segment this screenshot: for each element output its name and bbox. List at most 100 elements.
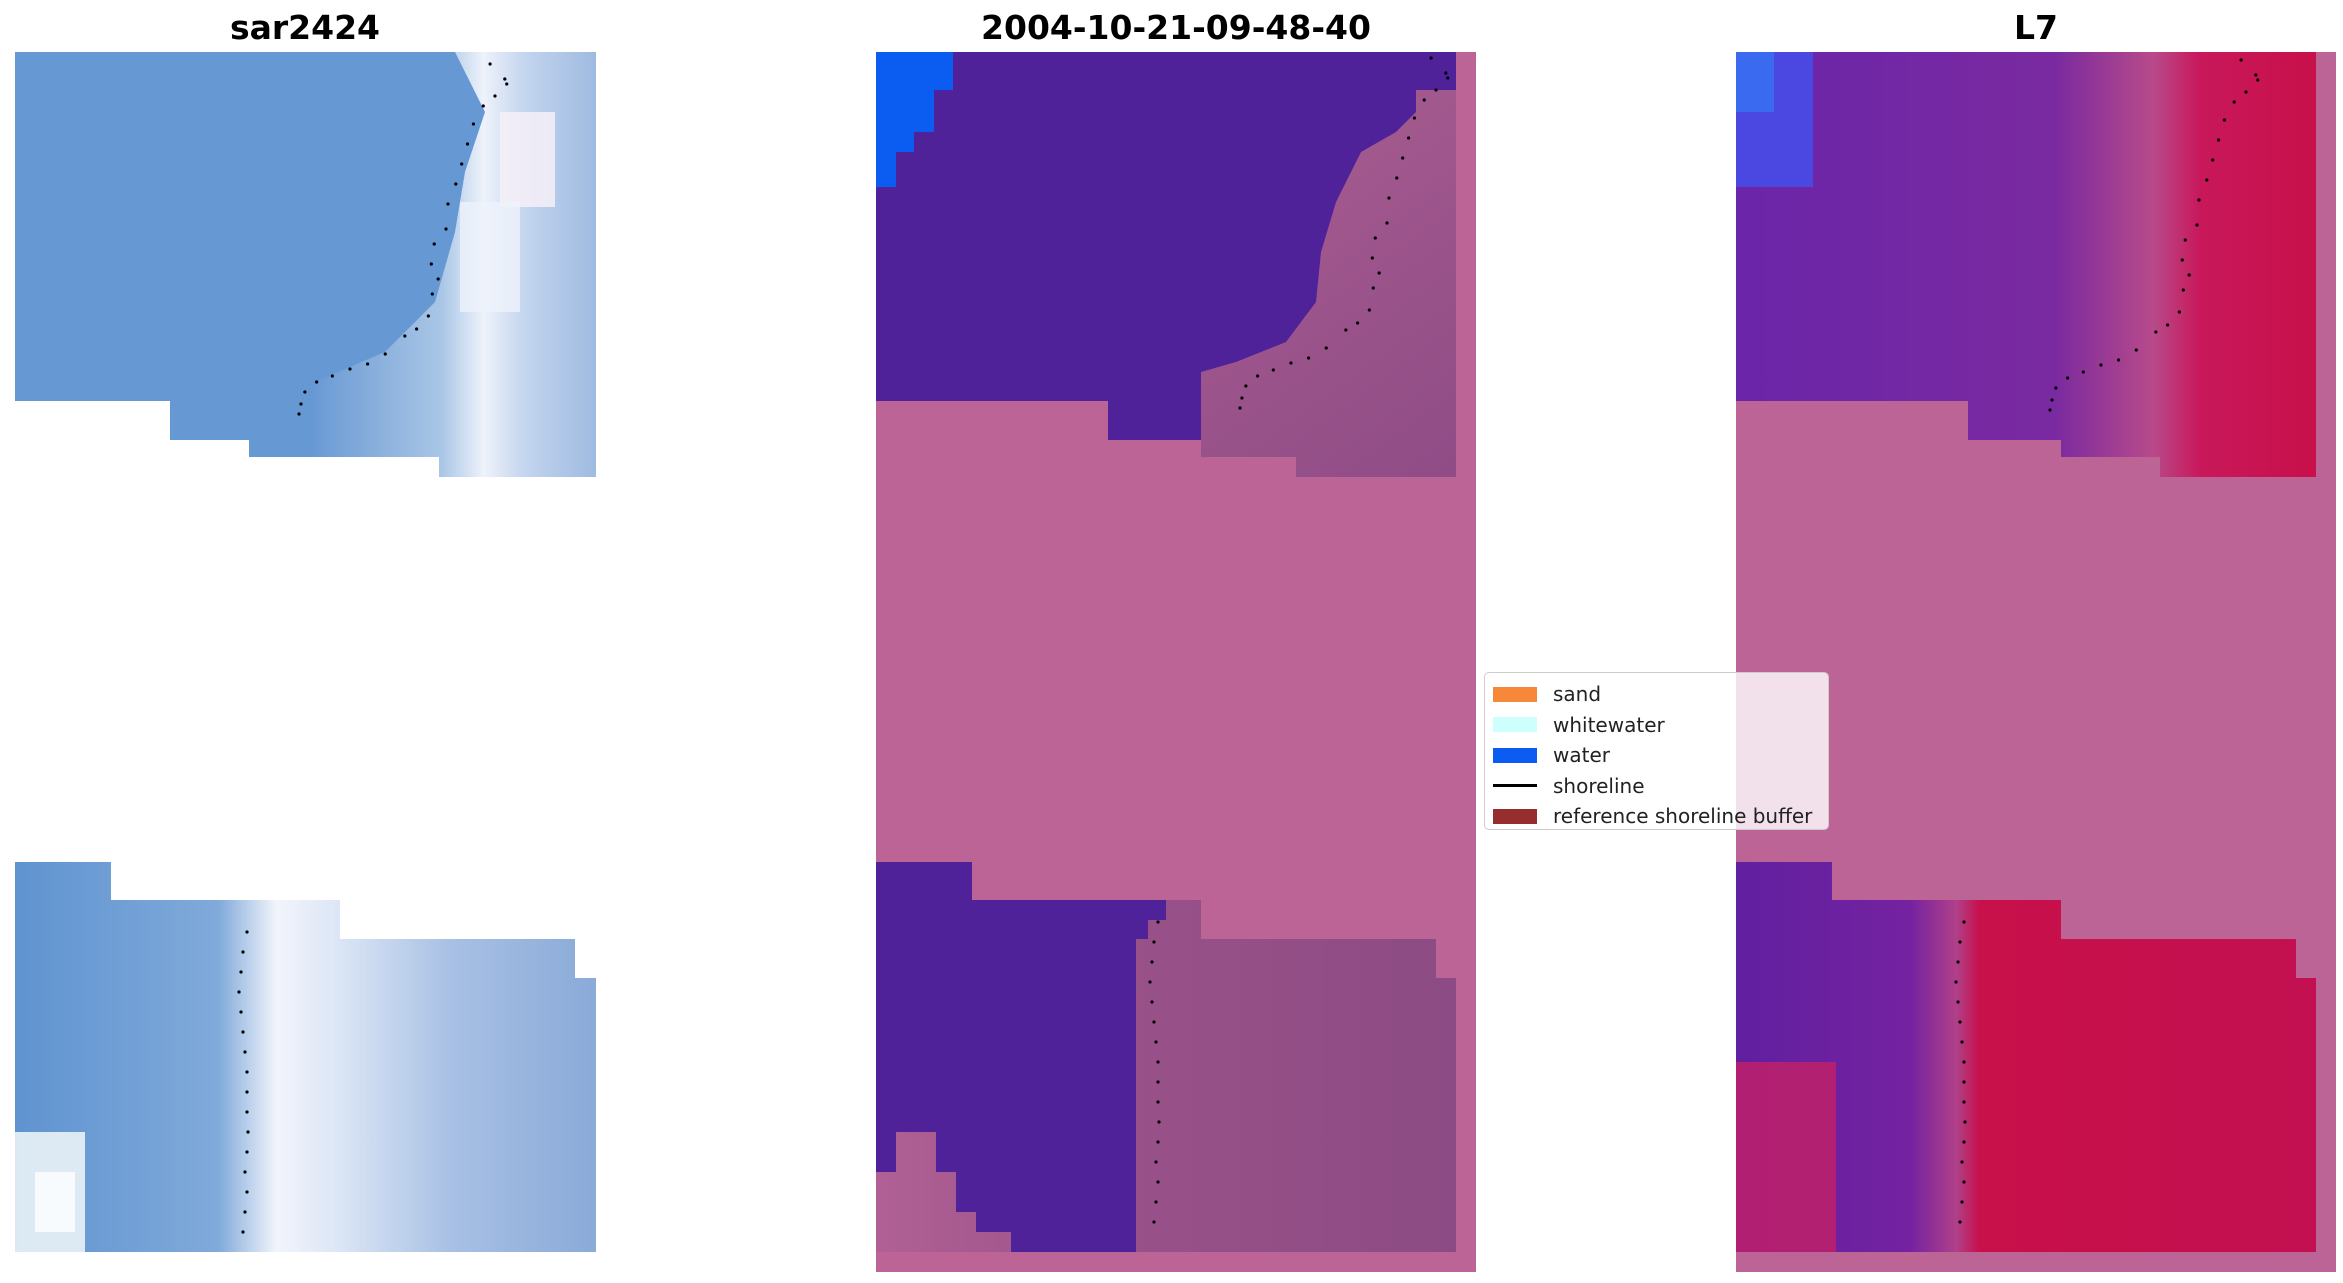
shoreline-point	[505, 82, 509, 86]
shoreline-point	[1324, 346, 1328, 350]
shoreline-point	[1956, 960, 1960, 964]
legend-label-shoreline: shoreline	[1553, 773, 1645, 798]
shoreline-point	[245, 1070, 249, 1074]
shoreline-point	[2099, 363, 2103, 367]
shoreline-point	[1271, 368, 1275, 372]
shoreline-point	[488, 62, 492, 66]
shoreline-point	[1385, 221, 1389, 225]
shoreline-point	[1148, 980, 1152, 984]
shoreline-point	[1377, 271, 1381, 275]
shoreline-point	[503, 77, 507, 81]
shoreline-point	[1156, 1140, 1160, 1144]
shoreline-point	[1401, 156, 1405, 160]
shoreline-point	[403, 334, 407, 338]
shoreline-point	[297, 412, 301, 416]
shoreline-point	[1412, 116, 1417, 120]
shoreline-point	[493, 94, 497, 98]
shoreline-point	[2256, 78, 2260, 82]
shoreline-point	[1373, 236, 1377, 240]
shoreline-point	[436, 277, 440, 281]
shoreline-point	[315, 380, 319, 384]
shoreline-point	[1962, 1060, 1966, 1064]
legend-label-reference-buffer: reference shoreline buffer	[1553, 804, 1813, 829]
whitewater-swatch	[1493, 717, 1537, 733]
shoreline-point	[237, 990, 241, 994]
l7-top	[1736, 52, 2316, 477]
reference-buffer-swatch	[1493, 808, 1537, 824]
shoreline-point	[383, 352, 387, 356]
shoreline-point	[1152, 940, 1156, 944]
shoreline-point	[1962, 1180, 1966, 1184]
shoreline-point	[2066, 376, 2070, 380]
shoreline-point	[1371, 286, 1375, 290]
shoreline-point	[460, 162, 464, 166]
shoreline-point	[2181, 288, 2185, 292]
shoreline-point	[429, 262, 433, 266]
shoreline-point	[245, 1150, 249, 1154]
shoreline-point	[446, 202, 450, 206]
shoreline-point	[1307, 356, 1311, 360]
shoreline-point	[2081, 370, 2085, 374]
title-classified: 2004-10-21-09-48-40	[981, 8, 1371, 47]
shoreline-point	[2197, 198, 2201, 202]
shoreline-point	[245, 1090, 249, 1094]
shoreline-point	[299, 402, 303, 406]
shoreline-point	[243, 1210, 247, 1214]
shoreline-point	[2117, 358, 2121, 362]
shoreline-point	[2244, 90, 2248, 94]
shoreline-points	[1954, 58, 2260, 1224]
shoreline-point	[1154, 1040, 1158, 1044]
shoreline-point	[444, 227, 448, 231]
shoreline-point	[471, 122, 476, 126]
shoreline-point	[2050, 398, 2054, 402]
shoreline-point	[1956, 1000, 1960, 1004]
shoreline-point	[415, 327, 419, 331]
legend: sand whitewater water shoreline referenc…	[1484, 672, 1829, 830]
shoreline-point	[2187, 273, 2191, 277]
shoreline-point	[1240, 396, 1244, 400]
shoreline-line-swatch	[1493, 784, 1537, 788]
shoreline-point	[1962, 1080, 1966, 1084]
shoreline-point	[1422, 98, 1426, 102]
shoreline-point	[1150, 960, 1154, 964]
shoreline-point	[1154, 1160, 1158, 1164]
shoreline-point	[245, 930, 249, 934]
shoreline-point	[2180, 258, 2184, 262]
shoreline-point	[2239, 58, 2243, 62]
shoreline-point	[1406, 136, 1411, 140]
shoreline-point	[465, 142, 470, 146]
shoreline-point	[1157, 1120, 1161, 1124]
shoreline-point	[366, 362, 370, 366]
shoreline-point	[1370, 256, 1374, 260]
shoreline-point	[2195, 223, 2199, 227]
shoreline-point	[1444, 71, 1448, 75]
shoreline-point	[2211, 158, 2215, 162]
shoreline-point	[1446, 76, 1450, 80]
shoreline-point	[2054, 386, 2058, 390]
shoreline-point	[1156, 1100, 1160, 1104]
classified-image-panel	[876, 52, 1476, 1272]
shoreline-point	[1156, 1060, 1160, 1064]
shoreline-point	[1958, 1020, 1962, 1024]
rgb-image-panel	[15, 52, 596, 1252]
shoreline-point	[1954, 980, 1958, 984]
shoreline-point	[432, 242, 436, 246]
l7-image-panel	[1736, 52, 2336, 1272]
shoreline-point	[1395, 176, 1399, 180]
classified-image	[876, 52, 1476, 1272]
shoreline-point	[2222, 118, 2227, 122]
shoreline-point	[1960, 1040, 1964, 1044]
l7-bottom	[1736, 862, 2316, 1252]
shoreline-point	[1156, 920, 1160, 924]
legend-item-whitewater: whitewater	[1493, 710, 1820, 741]
legend-item-reference-buffer: reference shoreline buffer	[1493, 801, 1820, 832]
shoreline-point	[1962, 920, 1966, 924]
shoreline-point	[330, 374, 334, 378]
shoreline-point	[1962, 1100, 1966, 1104]
shoreline-point	[1963, 1120, 1967, 1124]
shoreline-point	[1244, 384, 1248, 388]
shoreline-point	[481, 104, 485, 108]
shoreline-point	[1156, 1080, 1160, 1084]
shoreline-point	[245, 1110, 249, 1114]
shoreline-point	[454, 182, 458, 186]
